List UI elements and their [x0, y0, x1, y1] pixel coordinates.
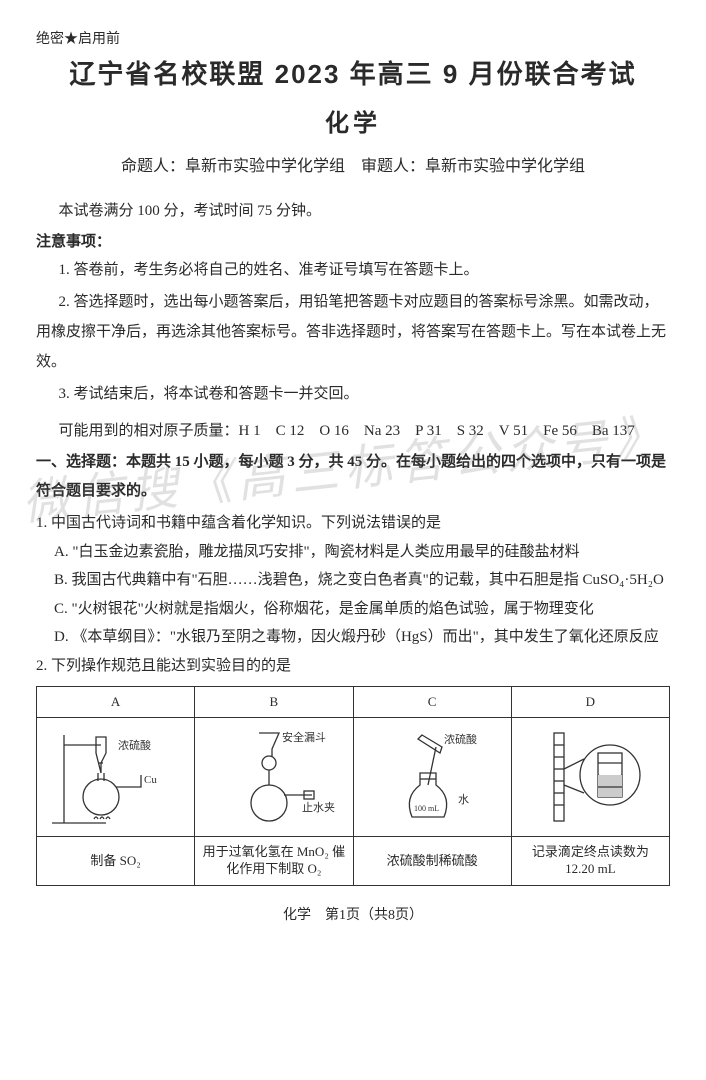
page-footer: 化学 第1页（共8页）	[36, 904, 670, 924]
atomic-masses: 可能用到的相对原子质量：H 1 C 12 O 16 Na 23 P 31 S 3…	[36, 419, 670, 440]
caption-b: 用于过氧化氢在 MnO₂ 催化作用下制取 O₂	[195, 837, 353, 886]
label-c-water: 水	[458, 793, 469, 806]
label-a-cu: Cu	[144, 774, 157, 786]
experiment-table: A B C D	[36, 686, 670, 886]
instruction-3: 3. 考试结束后，将本试卷和答题卡一并交回。	[36, 379, 670, 409]
question-2: 2. 下列操作规范且能达到实验目的的是	[36, 652, 670, 681]
authors-line: 命题人：阜新市实验中学化学组 审题人：阜新市实验中学化学组	[36, 152, 670, 176]
label-b-clamp: 止水夹	[302, 801, 335, 814]
confidential-label: 绝密★启用前	[36, 28, 670, 48]
apparatus-c-icon: 浓硫酸 100 mL 水	[362, 725, 502, 830]
exam-page: 绝密★启用前 辽宁省名校联盟 2023 年高三 9 月份联合考试 化学 命题人：…	[0, 0, 706, 1080]
instruction-1: 1. 答卷前，考生务必将自己的姓名、准考证号填写在答题卡上。	[36, 255, 670, 285]
instruction-2: 2. 答选择题时，选出每小题答案后，用铅笔把答题卡对应题目的答案标号涂黑。如需改…	[36, 287, 670, 377]
q1-option-d: D. 《本草纲目》："水银乃至阴之毒物，因火煅丹砂（HgS）而出"，其中发生了氧…	[36, 623, 670, 652]
diagram-d	[511, 718, 669, 837]
q1-option-c: C. "火树银花"火树就是指烟火，俗称烟花，是金属单质的焰色试验，属于物理变化	[36, 595, 670, 624]
notice-heading: 注意事项：	[36, 230, 670, 251]
col-head-b: B	[195, 687, 353, 718]
label-c-flask: 100 mL	[414, 804, 439, 813]
title-subject: 化学	[36, 103, 670, 138]
question-1: 1. 中国古代诗词和书籍中蕴含着化学知识。下列说法错误的是	[36, 509, 670, 538]
caption-a: 制备 SO₂	[37, 837, 195, 886]
caption-d: 记录滴定终点读数为 12.20 mL	[511, 837, 669, 886]
apparatus-a-icon: 浓硫酸 Cu	[46, 725, 186, 830]
col-head-d: D	[511, 687, 669, 718]
diagram-b: 安全漏斗 止水夹	[195, 718, 353, 837]
col-head-a: A	[37, 687, 195, 718]
part1-heading: 一、选择题：本题共 15 小题，每小题 3 分，共 45 分。在每小题给出的四个…	[36, 448, 670, 505]
diagram-a: 浓硫酸 Cu	[37, 718, 195, 837]
label-a-sulf: 浓硫酸	[118, 738, 151, 752]
instruction-list: 1. 答卷前，考生务必将自己的姓名、准考证号填写在答题卡上。 2. 答选择题时，…	[36, 255, 670, 409]
table-header-row: A B C D	[37, 687, 670, 718]
label-c-sulf: 浓硫酸	[444, 732, 477, 746]
q1-option-a: A. "白玉金边素瓷胎，雕龙描凤巧安排"，陶瓷材料是人类应用最早的硅酸盐材料	[36, 538, 670, 567]
intro-text: 本试卷满分 100 分，考试时间 75 分钟。	[36, 196, 670, 226]
col-head-c: C	[353, 687, 511, 718]
caption-c: 浓硫酸制稀硫酸	[353, 837, 511, 886]
title-main: 辽宁省名校联盟 2023 年高三 9 月份联合考试	[36, 54, 670, 91]
caption-row: 制备 SO₂ 用于过氧化氢在 MnO₂ 催化作用下制取 O₂ 浓硫酸制稀硫酸 记…	[37, 837, 670, 886]
diagram-c: 浓硫酸 100 mL 水	[353, 718, 511, 837]
apparatus-b-icon: 安全漏斗 止水夹	[204, 725, 344, 830]
label-b-funnel: 安全漏斗	[282, 730, 326, 744]
q1-option-b: B. 我国古代典籍中有"石胆……浅碧色，烧之变白色者真"的记载，其中石胆是指 C…	[36, 566, 670, 595]
apparatus-d-icon	[520, 725, 660, 830]
diagram-row: 浓硫酸 Cu	[37, 718, 670, 837]
